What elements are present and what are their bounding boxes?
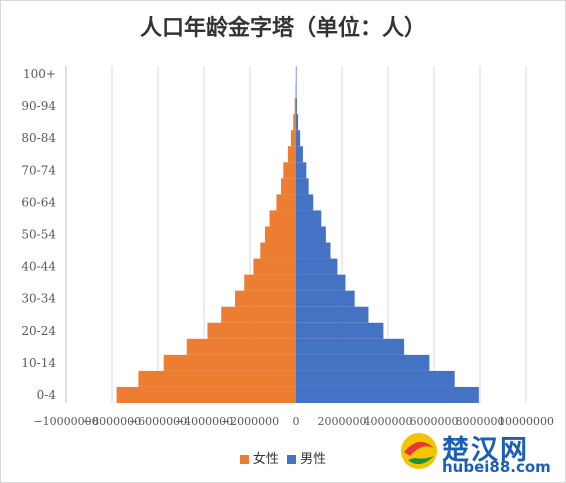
bar-male: [296, 386, 479, 403]
legend-label-male: 男性: [300, 452, 327, 467]
legend-label-female: 女性: [252, 452, 279, 467]
bar-male: [296, 290, 355, 307]
legend-item-male: 男性: [287, 448, 326, 467]
chart-title: 人口年龄金字塔（单位：人）: [139, 15, 426, 41]
bar-female: [221, 306, 296, 323]
watermark-name: 楚汉网: [442, 435, 529, 466]
y-tick-label: 40-44: [21, 260, 56, 274]
bar-male: [296, 162, 307, 179]
y-tick-label: 100+: [23, 67, 56, 81]
bar-male: [296, 226, 326, 243]
watermark-url: hubei88.com: [442, 458, 551, 476]
bar-female: [283, 162, 296, 179]
x-tick-label: 6000000: [410, 415, 459, 428]
bar-male: [296, 242, 331, 259]
x-tick-label: 0: [293, 415, 300, 428]
bar-male: [296, 146, 303, 163]
x-tick-label: −2000000: [221, 415, 279, 428]
chart-legend: 女性 男性: [0, 448, 566, 467]
y-tick-label: 70-74: [21, 163, 56, 177]
bar-female: [295, 82, 297, 99]
x-tick-label: −4000000: [175, 415, 233, 428]
bar-female: [138, 370, 296, 387]
bar-female: [244, 274, 296, 291]
x-tick-label: 4000000: [364, 415, 413, 428]
bar-female: [116, 386, 296, 403]
y-tick-label: 60-64: [21, 195, 56, 209]
bar-male: [296, 354, 430, 371]
y-tick-label: 0-4: [37, 388, 57, 402]
bar-female: [163, 354, 296, 371]
bar-male: [296, 130, 301, 147]
y-tick-label: 50-54: [21, 228, 56, 242]
bar-female: [281, 178, 296, 195]
y-tick-label: 30-34: [21, 292, 56, 306]
bar-male: [296, 210, 322, 227]
bar-female: [253, 258, 296, 275]
legend-item-female: 女性: [239, 448, 279, 467]
bar-female: [207, 322, 296, 339]
legend-swatch-male: [287, 455, 297, 464]
bar-male: [296, 178, 309, 195]
bar-female: [186, 338, 296, 355]
bar-male: [296, 274, 346, 291]
watermark: 楚汉网 hubei88.com: [398, 426, 558, 476]
bar-male: [296, 258, 338, 275]
bar-male: [296, 194, 314, 211]
bar-female: [276, 194, 296, 211]
bar-female: [260, 242, 296, 259]
x-tick-label: −8000000: [83, 415, 141, 428]
bar-male: [296, 306, 369, 323]
y-tick-label: 80-84: [21, 131, 56, 145]
bar-male: [296, 370, 455, 387]
y-tick-label: 10-14: [21, 356, 56, 370]
bar-male: [296, 98, 297, 115]
bar-female: [287, 146, 296, 163]
legend-swatch-female: [239, 455, 249, 464]
x-tick-label: 10000000: [498, 415, 554, 428]
bar-female: [294, 98, 296, 115]
y-tick-label: 90-94: [21, 99, 56, 113]
x-tick-label: 8000000: [456, 415, 505, 428]
bar-female: [235, 290, 296, 307]
bar-male: [296, 66, 297, 83]
bar-female: [293, 114, 296, 131]
bar-male: [296, 82, 297, 99]
bar-female: [269, 210, 296, 227]
bar-male: [296, 322, 384, 339]
bar-male: [296, 114, 299, 131]
x-tick-label: −10000000: [33, 415, 98, 428]
watermark-logo-icon: [401, 433, 437, 469]
bar-female: [264, 226, 296, 243]
bar-female: [290, 130, 296, 147]
y-tick-label: 20-24: [21, 324, 56, 338]
x-tick-label: −6000000: [129, 415, 187, 428]
bar-male: [296, 338, 405, 355]
x-tick-label: 2000000: [318, 415, 367, 428]
